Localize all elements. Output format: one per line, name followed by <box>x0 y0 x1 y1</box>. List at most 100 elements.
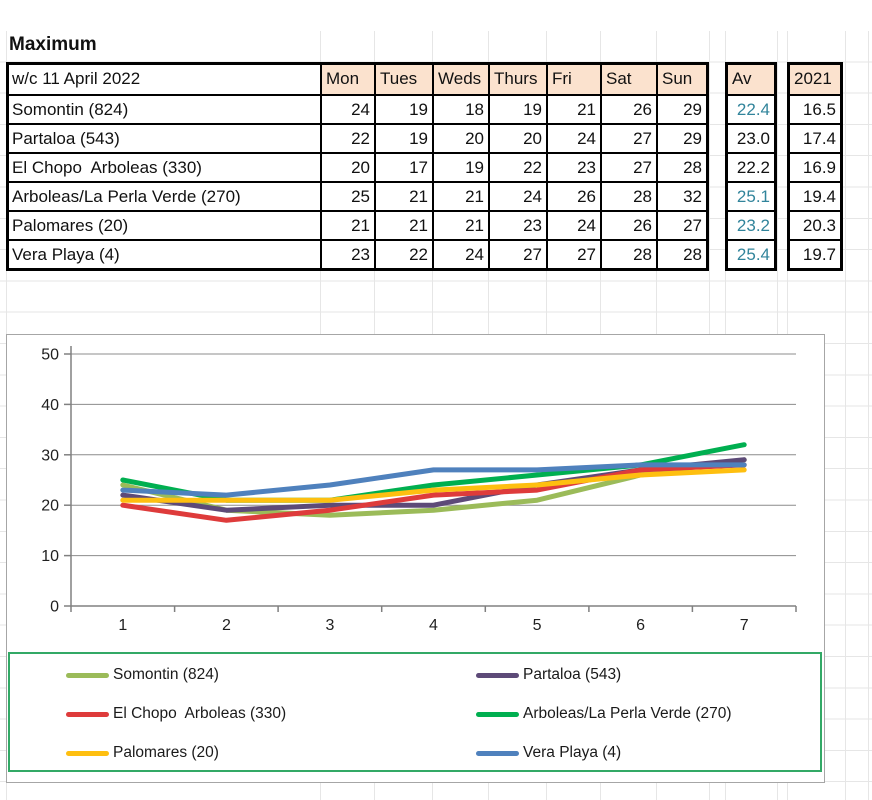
location-name-cell[interactable]: Somontin (824) <box>9 94 320 123</box>
temperature-cell[interactable]: 25 <box>320 181 374 210</box>
temperature-cell[interactable]: 27 <box>600 123 656 152</box>
temperature-cell[interactable]: 24 <box>432 239 488 268</box>
ytick-label-20: 20 <box>41 498 59 515</box>
prev-year-value-cell[interactable]: 20.3 <box>790 210 840 239</box>
ytick-label-40: 40 <box>41 397 59 414</box>
location-name-cell[interactable]: Arboleas/La Perla Verde (270) <box>9 181 320 210</box>
temperature-cell[interactable]: 29 <box>656 94 706 123</box>
ytick-label-30: 30 <box>41 447 59 464</box>
temperature-cell[interactable]: 26 <box>600 210 656 239</box>
temperature-cell[interactable]: 21 <box>374 181 432 210</box>
temperature-cell[interactable]: 20 <box>488 123 546 152</box>
average-column-table: Av 22.4 23.0 22.2 25.1 23.2 25.4 <box>725 62 777 271</box>
temperature-cell[interactable]: 24 <box>546 210 600 239</box>
ytick-label-10: 10 <box>41 548 59 565</box>
legend-swatch-icon <box>476 750 519 756</box>
temperature-cell[interactable]: 23 <box>546 152 600 181</box>
prev-year-value-cell[interactable]: 19.4 <box>790 181 840 210</box>
temperature-cell[interactable]: 28 <box>656 239 706 268</box>
average-value-cell[interactable]: 23.2 <box>728 210 774 239</box>
background-grid-vline <box>868 31 869 800</box>
temperature-cell[interactable]: 19 <box>432 152 488 181</box>
average-value-cell[interactable]: 22.4 <box>728 94 774 123</box>
temperature-cell[interactable]: 29 <box>656 123 706 152</box>
temperature-cell[interactable]: 17 <box>374 152 432 181</box>
temperature-cell[interactable]: 32 <box>656 181 706 210</box>
location-name-cell[interactable]: El Chopo Arboleas (330) <box>9 152 320 181</box>
temperature-cell[interactable]: 21 <box>432 210 488 239</box>
average-value-cell[interactable]: 25.4 <box>728 239 774 268</box>
temperature-cell[interactable]: 19 <box>374 94 432 123</box>
week-data-table: w/c 11 April 2022 Mon Tues Weds Thurs Fri Sat S… <box>6 62 709 271</box>
xtick-label-5: 5 <box>533 617 542 634</box>
prev-year-value-cell[interactable]: 16.9 <box>790 152 840 181</box>
embedded-line-chart[interactable]: 0 10 20 30 40 50 1 2 3 4 5 6 7 Somontin (824) El Chop… <box>6 334 825 783</box>
temperature-cell[interactable]: 26 <box>546 181 600 210</box>
average-value-cell[interactable]: 25.1 <box>728 181 774 210</box>
background-grid-vline <box>845 31 846 800</box>
day-header-weds[interactable]: Weds <box>432 65 488 94</box>
legend-swatch-icon <box>66 711 109 717</box>
temperature-cell[interactable]: 28 <box>600 181 656 210</box>
temperature-cell[interactable]: 21 <box>546 94 600 123</box>
xtick-label-4: 4 <box>429 617 438 634</box>
prev-year-value-cell[interactable]: 16.5 <box>790 94 840 123</box>
prev-year-value-cell[interactable]: 17.4 <box>790 123 840 152</box>
day-header-thurs[interactable]: Thurs <box>488 65 546 94</box>
legend-item[interactable]: Somontin (824) <box>66 665 219 685</box>
temperature-cell[interactable]: 27 <box>546 239 600 268</box>
location-name-cell[interactable]: Palomares (20) <box>9 210 320 239</box>
temperature-cell[interactable]: 27 <box>656 210 706 239</box>
xtick-label-6: 6 <box>636 617 645 634</box>
temperature-cell[interactable]: 27 <box>488 239 546 268</box>
temperature-cell[interactable]: 28 <box>600 239 656 268</box>
location-name-cell[interactable]: Vera Playa (4) <box>9 239 320 268</box>
chart-plot-area: 0 10 20 30 40 50 1 2 3 4 5 6 7 <box>41 346 797 634</box>
average-header-cell[interactable]: Av <box>728 65 774 94</box>
day-header-mon[interactable]: Mon <box>320 65 374 94</box>
temperature-cell[interactable]: 24 <box>320 94 374 123</box>
temperature-cell[interactable]: 24 <box>488 181 546 210</box>
ytick-label-50: 50 <box>41 347 59 364</box>
xtick-label-7: 7 <box>740 617 749 634</box>
day-header-fri[interactable]: Fri <box>546 65 600 94</box>
week-label-cell[interactable]: w/c 11 April 2022 <box>9 65 320 94</box>
temperature-cell[interactable]: 21 <box>374 210 432 239</box>
prev-year-value-cell[interactable]: 19.7 <box>790 239 840 268</box>
legend-item[interactable]: Vera Playa (4) <box>476 743 621 763</box>
temperature-cell[interactable]: 19 <box>374 123 432 152</box>
legend-item[interactable]: Palomares (20) <box>66 743 219 763</box>
temperature-cell[interactable]: 28 <box>656 152 706 181</box>
legend-label: El Chopo Arboleas (330) <box>113 705 287 722</box>
legend-item[interactable]: Partaloa (543) <box>476 665 621 685</box>
legend-swatch-icon <box>476 672 519 678</box>
legend-label: Vera Playa (4) <box>523 744 622 761</box>
average-value-cell[interactable]: 22.2 <box>728 152 774 181</box>
temperature-cell[interactable]: 22 <box>374 239 432 268</box>
day-header-sun[interactable]: Sun <box>656 65 706 94</box>
temperature-cell[interactable]: 23 <box>320 239 374 268</box>
temperature-cell[interactable]: 19 <box>488 94 546 123</box>
temperature-cell[interactable]: 21 <box>320 210 374 239</box>
temperature-cell[interactable]: 24 <box>546 123 600 152</box>
temperature-cell[interactable]: 27 <box>600 152 656 181</box>
temperature-cell[interactable]: 23 <box>488 210 546 239</box>
prev-year-header-cell[interactable]: 2021 <box>790 65 840 94</box>
temperature-cell[interactable]: 18 <box>432 94 488 123</box>
chart-legend[interactable] <box>8 652 822 772</box>
series-line-4 <box>120 467 747 503</box>
location-name-cell[interactable]: Partaloa (543) <box>9 123 320 152</box>
day-header-tues[interactable]: Tues <box>374 65 432 94</box>
average-value-cell[interactable]: 23.0 <box>728 123 774 152</box>
temperature-cell[interactable]: 26 <box>600 94 656 123</box>
temperature-cell[interactable]: 20 <box>432 123 488 152</box>
temperature-cell[interactable]: 21 <box>432 181 488 210</box>
legend-item[interactable]: Arboleas/La Perla Verde (270) <box>476 704 732 724</box>
series-line-2 <box>120 462 747 523</box>
temperature-cell[interactable]: 20 <box>320 152 374 181</box>
temperature-cell[interactable]: 22 <box>488 152 546 181</box>
temperature-cell[interactable]: 22 <box>320 123 374 152</box>
day-header-sat[interactable]: Sat <box>600 65 656 94</box>
legend-item[interactable]: El Chopo Arboleas (330) <box>66 704 286 724</box>
series-line-5 <box>120 462 747 498</box>
